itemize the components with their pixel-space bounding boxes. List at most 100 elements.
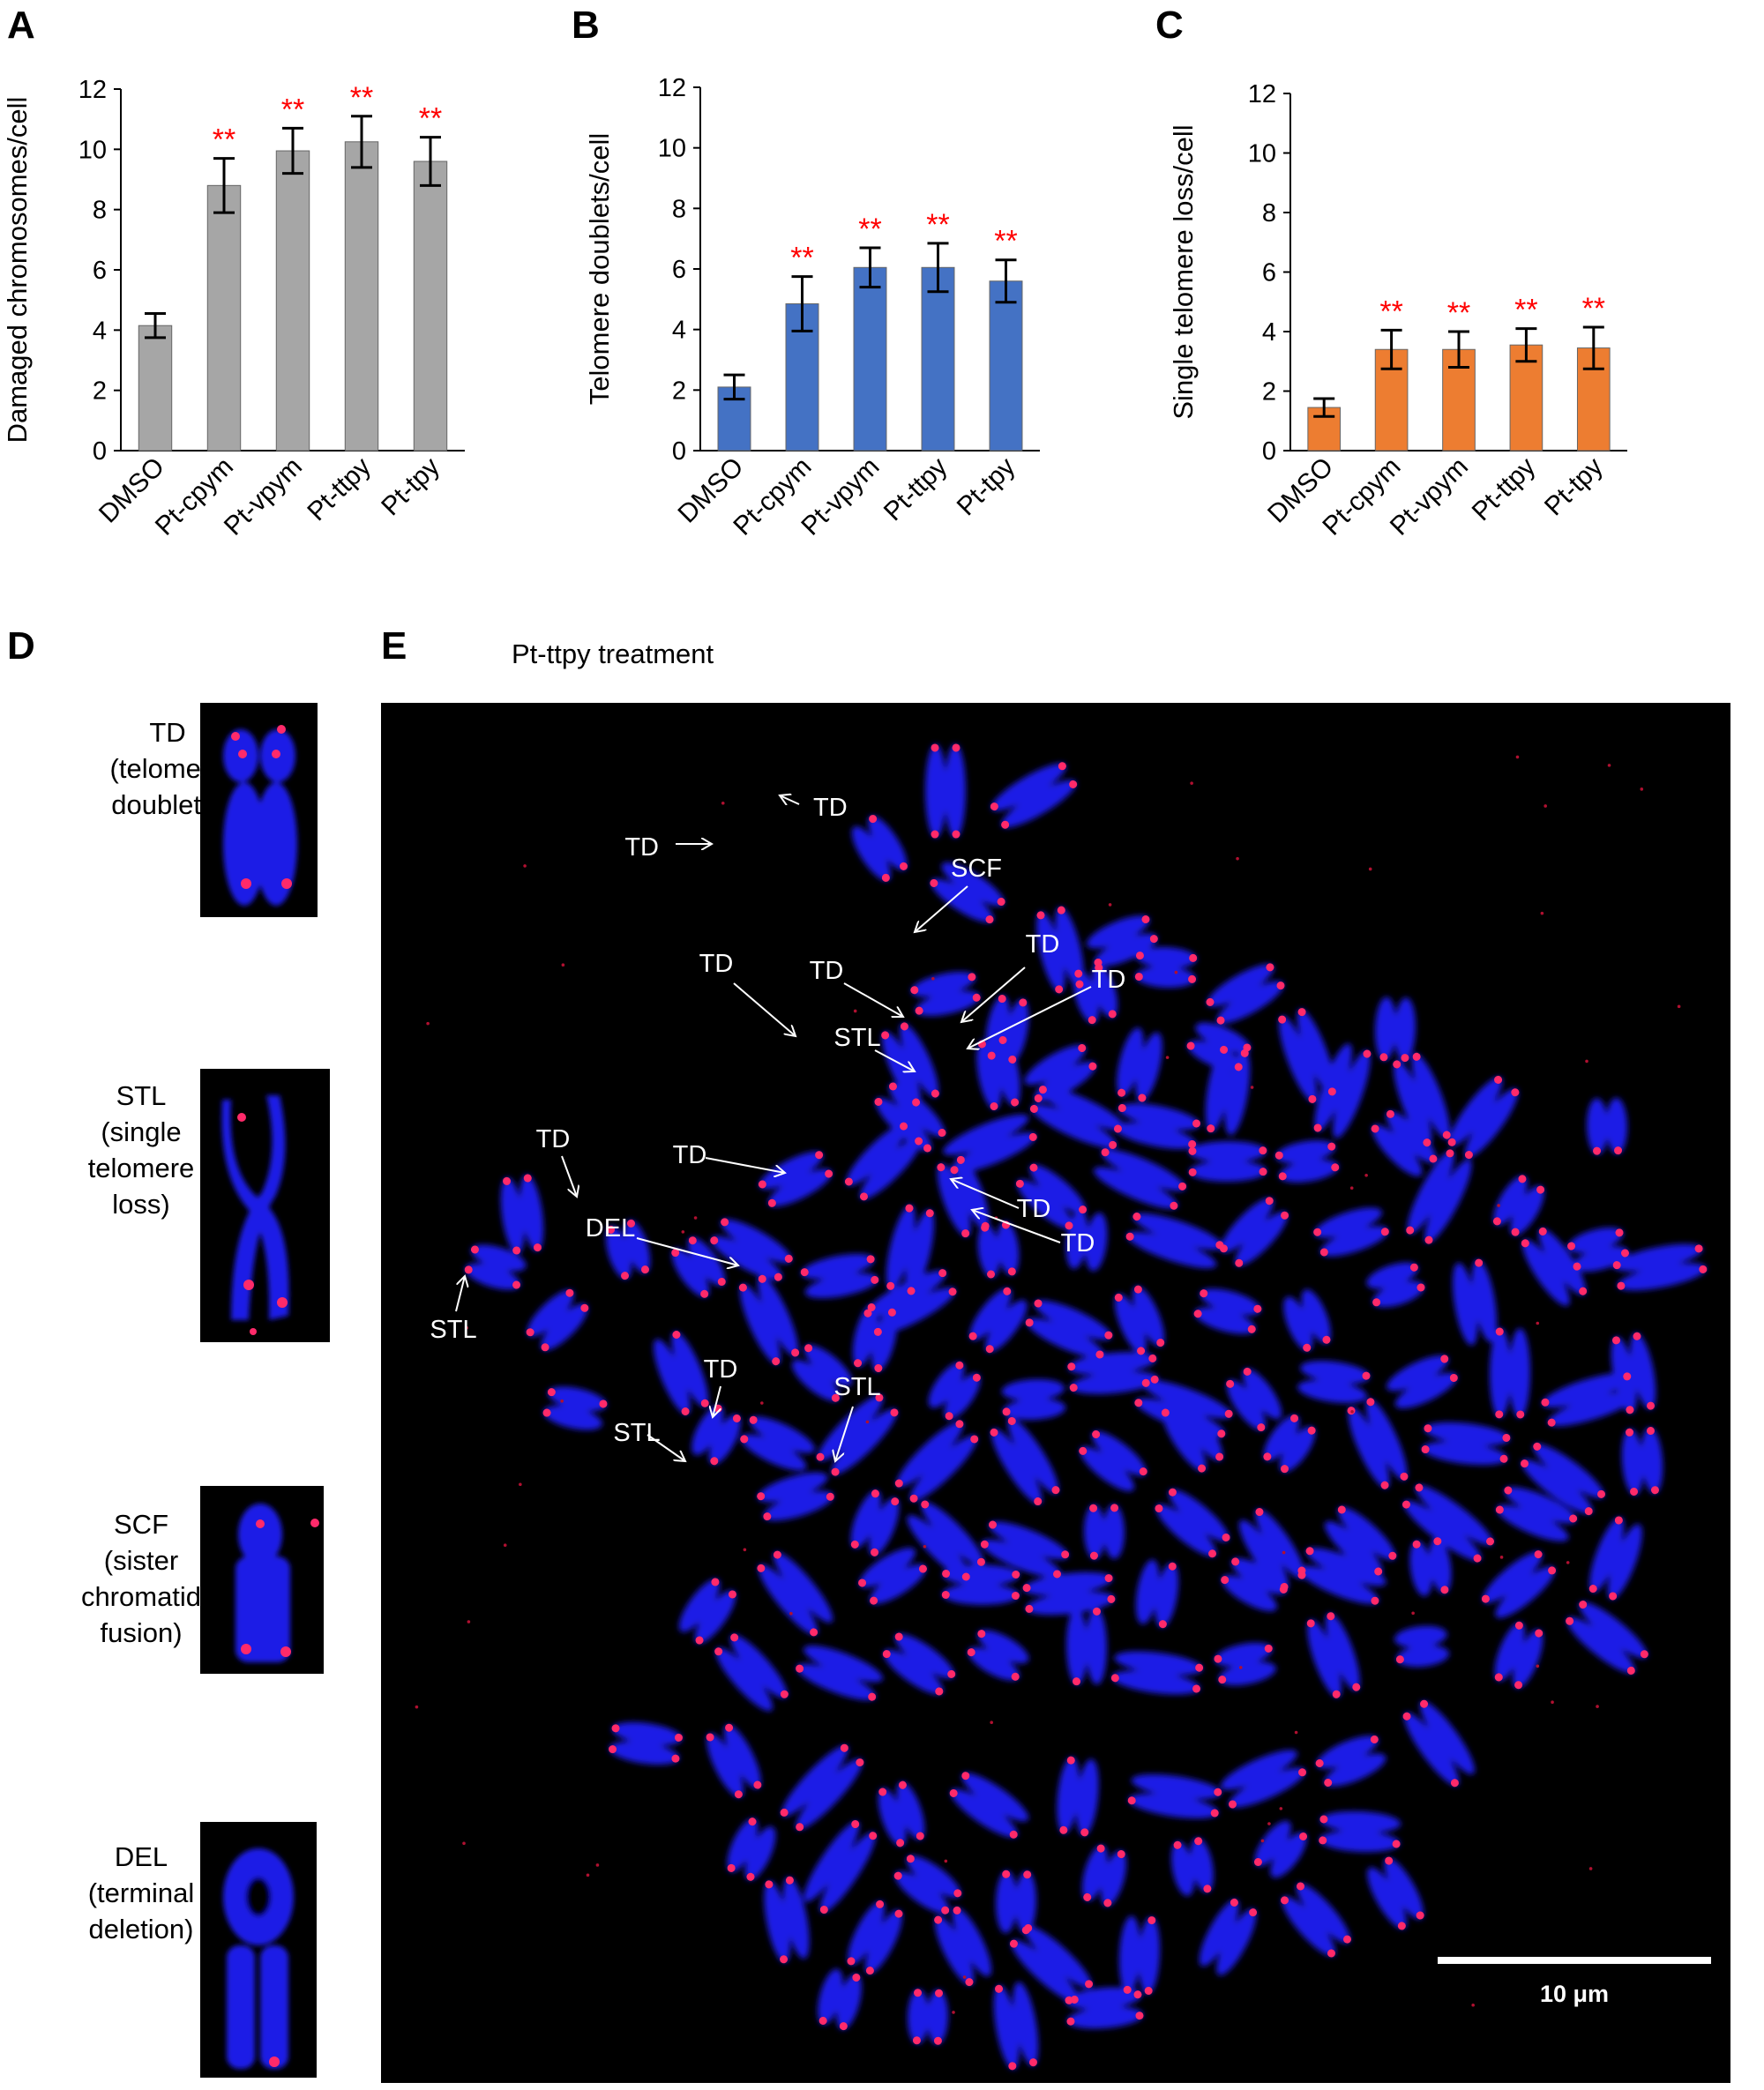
chromosome (1394, 1053, 1450, 1146)
background-speck (923, 1544, 927, 1549)
annotation-arrow (561, 1155, 577, 1197)
telomere-signals (796, 1664, 877, 1701)
chromosome (715, 1634, 788, 1712)
chromosome (739, 1275, 799, 1365)
chromosome (1171, 1837, 1214, 1897)
chromosome (1017, 1164, 1086, 1229)
telomere-signals (672, 1331, 709, 1415)
chromosome (1215, 1642, 1276, 1686)
chromosome (1316, 1735, 1387, 1787)
telomere-signals (921, 1500, 985, 1581)
chromosome (907, 1501, 984, 1580)
background-speck (1368, 867, 1372, 871)
annotation-arrow (636, 1237, 738, 1265)
background-speck (467, 1620, 471, 1623)
telomere-signals (695, 1578, 736, 1645)
telomere-signals (1101, 1148, 1187, 1210)
background-speck (462, 1841, 466, 1846)
chromosome (1403, 1700, 1476, 1787)
telomere-signals (1612, 1244, 1708, 1290)
chromosome (1452, 1259, 1498, 1346)
significance-marker: ** (858, 213, 881, 246)
inset-caption-stl: STL (single telomere loss) (53, 1078, 229, 1222)
chromosome (1194, 1288, 1261, 1334)
telomere-signals (819, 1819, 878, 1915)
annotation-label-scf: SCF (951, 855, 1002, 883)
telomere-signals (1626, 1427, 1659, 1496)
chromosome (759, 1151, 833, 1207)
chromosome (1403, 1484, 1493, 1562)
chromosome (995, 1870, 1037, 1934)
background-speck (1540, 911, 1544, 915)
chromosome (1081, 1845, 1127, 1907)
chromosome (817, 1394, 898, 1475)
inset-image-scf (200, 1486, 324, 1674)
telomere-signals (758, 1151, 833, 1207)
error-bar (213, 157, 235, 214)
background-speck (853, 1009, 857, 1013)
chromosome (1093, 1149, 1186, 1209)
chromosome (1589, 1517, 1642, 1600)
background-speck (865, 1420, 870, 1424)
bar-pt-tpy (989, 280, 1023, 452)
background-speck (693, 1216, 698, 1220)
y-tick-label: 4 (93, 317, 107, 345)
telomere-signals (1074, 963, 1117, 1025)
background-speck (1551, 1700, 1554, 1705)
chromosome (924, 743, 967, 839)
treatment-label: Pt-ttpy treatment (512, 638, 714, 669)
y-tick-label: 8 (93, 197, 107, 225)
significance-marker: ** (1447, 296, 1470, 330)
chromosome (1367, 1857, 1424, 1930)
background-speck (1279, 1807, 1283, 1810)
telomere-signals (1022, 1574, 1116, 1613)
background-speck (681, 1230, 685, 1234)
background-speck (1596, 1705, 1599, 1708)
y-tick-label: 6 (672, 256, 686, 284)
chromosome (1135, 946, 1197, 989)
telomere-signals (503, 1174, 542, 1255)
telomere-signals (1188, 1146, 1267, 1176)
inset-caption-line: deletion) (88, 1914, 194, 1944)
telomere-signals (1520, 1442, 1606, 1516)
background-speck (1677, 1004, 1681, 1009)
chromosome (465, 1244, 527, 1290)
telomere-signals (1123, 1916, 1156, 1996)
chromosome (671, 1237, 726, 1297)
inset-image-stl (200, 1069, 330, 1342)
background-speck (426, 1021, 430, 1026)
telomere-signals (882, 1632, 956, 1696)
annotation-label-td: TD (1017, 1195, 1051, 1223)
telomere-signals (847, 1900, 903, 1975)
telomere-signals (930, 878, 1005, 924)
chromosome (1372, 1110, 1437, 1177)
telomere-signals (1395, 1655, 1404, 1664)
chromosome (1566, 1601, 1648, 1674)
telomere-signals (1278, 1008, 1336, 1103)
chromosome (990, 763, 1077, 828)
chromosome (976, 1036, 1020, 1110)
telomere-signals (738, 1274, 800, 1366)
background-speck (519, 1482, 522, 1487)
significance-marker: ** (213, 123, 235, 157)
telomere-signals (844, 1122, 923, 1201)
chromosome (968, 1630, 1029, 1681)
annotation-label-stl: STL (833, 1024, 880, 1052)
annotation-label-td: TD (624, 833, 659, 862)
chromosome (1221, 1198, 1288, 1266)
error-bar (1582, 325, 1604, 370)
chromosome (1080, 1430, 1147, 1492)
chromosome (1586, 1097, 1628, 1155)
telomere-signals (1036, 906, 1084, 994)
telomere-signals (931, 743, 960, 839)
telomere-signals (1281, 1882, 1351, 1958)
background-speck (1282, 1550, 1286, 1555)
chromosome (1613, 1243, 1707, 1291)
telomere-signals (863, 1269, 957, 1336)
telomere-signals (893, 1855, 962, 1915)
significance-marker: ** (1514, 294, 1537, 327)
telomere-signals (1313, 1049, 1372, 1132)
chromosome (543, 1386, 607, 1430)
telomere-signals (1421, 1424, 1511, 1463)
chromosome (1036, 907, 1084, 993)
